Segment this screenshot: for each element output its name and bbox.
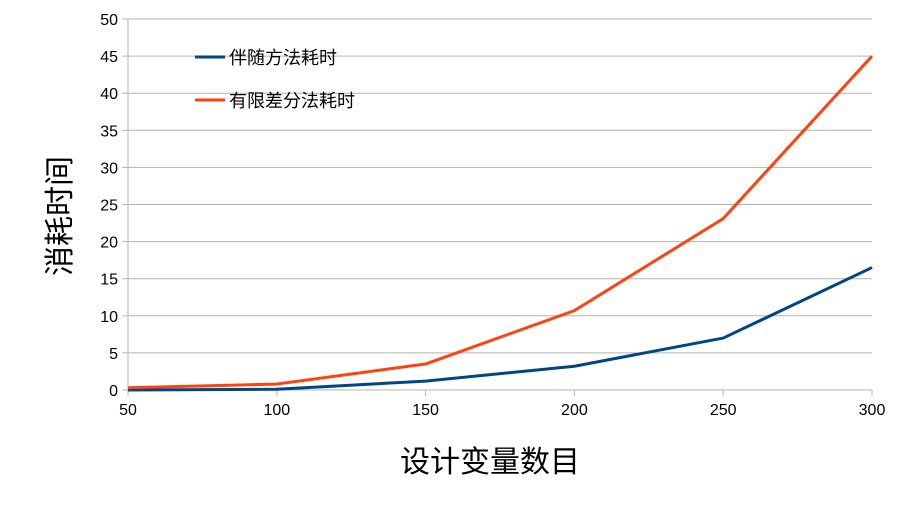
x-tick-label: 200 — [561, 402, 588, 419]
y-tick-label: 25 — [100, 198, 118, 215]
y-tick-label: 50 — [100, 12, 118, 29]
x-tick-label: 150 — [412, 402, 439, 419]
x-tick-label: 100 — [263, 402, 290, 419]
x-tick-label: 50 — [119, 402, 137, 419]
y-tick-label: 30 — [100, 160, 118, 177]
y-tick-label: 45 — [100, 49, 118, 66]
y-axis-title: 消耗时间 — [43, 156, 78, 276]
y-tick-label: 10 — [100, 309, 118, 326]
x-tick-label: 250 — [710, 402, 737, 419]
x-tick-labels: 50 100 150 200 250 300 — [119, 402, 885, 419]
y-tick-label: 0 — [109, 383, 118, 400]
y-tick-label: 40 — [100, 86, 118, 103]
legend-label-finite-difference: 有限差分法耗时 — [229, 91, 355, 112]
series-lines — [127, 55, 874, 392]
y-tick-label: 5 — [109, 346, 118, 363]
y-tick-label: 15 — [100, 272, 118, 289]
legend: 伴随方法耗时 有限差分法耗时 — [195, 48, 355, 112]
x-tick-label: 300 — [859, 402, 886, 419]
legend-label-adjoint: 伴随方法耗时 — [229, 48, 337, 69]
series-line-0 — [127, 266, 873, 392]
x-axis-title: 设计变量数目 — [400, 445, 580, 480]
y-tick-label: 35 — [100, 123, 118, 140]
y-tick-labels: 0 5 10 15 20 25 30 35 40 45 50 — [100, 12, 118, 400]
y-tick-label: 20 — [100, 235, 118, 252]
grid — [122, 18, 873, 396]
series-line-1 — [127, 55, 874, 390]
